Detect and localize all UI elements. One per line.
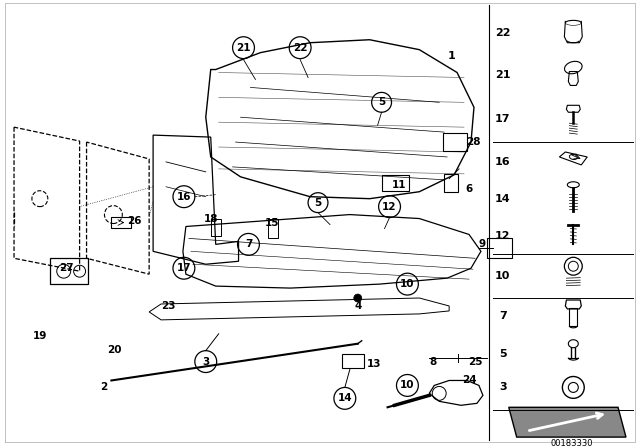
Text: 28: 28	[466, 137, 480, 147]
Text: 5: 5	[314, 198, 322, 208]
Text: 14: 14	[495, 194, 511, 204]
Text: 3: 3	[499, 383, 507, 392]
Text: 00183330: 00183330	[550, 439, 593, 448]
Polygon shape	[509, 407, 626, 437]
Text: 24: 24	[461, 375, 476, 385]
Text: 15: 15	[265, 218, 280, 228]
Text: 13: 13	[366, 358, 381, 369]
Text: 21: 21	[495, 70, 511, 81]
Text: 4: 4	[354, 301, 362, 311]
Text: 5: 5	[378, 97, 385, 108]
Text: 22: 22	[293, 43, 307, 53]
Text: 9: 9	[478, 239, 486, 250]
Text: 23: 23	[161, 301, 175, 311]
Bar	[50, 258, 88, 284]
Text: 7: 7	[244, 239, 252, 250]
Text: 6: 6	[465, 184, 472, 194]
Text: 12: 12	[495, 232, 511, 241]
Text: 3: 3	[202, 357, 209, 366]
Text: 16: 16	[177, 192, 191, 202]
Text: 20: 20	[107, 345, 122, 355]
Text: 21: 21	[236, 43, 251, 53]
Text: 25: 25	[468, 357, 482, 366]
Bar	[342, 353, 364, 367]
Text: 5: 5	[499, 349, 507, 359]
Circle shape	[354, 294, 362, 302]
Text: 10: 10	[400, 279, 415, 289]
Text: 8: 8	[429, 357, 437, 366]
Text: 14: 14	[337, 393, 352, 403]
Text: 17: 17	[495, 114, 511, 124]
Text: 7: 7	[499, 311, 507, 321]
Text: 1: 1	[447, 51, 455, 60]
Text: 12: 12	[382, 202, 397, 211]
Text: 26: 26	[127, 215, 141, 225]
Text: 19: 19	[33, 331, 47, 341]
Text: 11: 11	[392, 180, 407, 190]
Bar	[381, 175, 410, 191]
Bar	[444, 174, 458, 192]
Bar	[570, 308, 577, 326]
Text: 2: 2	[100, 383, 107, 392]
Bar	[268, 219, 278, 238]
Text: 18: 18	[204, 214, 218, 224]
Text: 16: 16	[495, 157, 511, 167]
Bar	[111, 216, 131, 228]
Text: 22: 22	[495, 28, 511, 38]
Text: 10: 10	[400, 380, 415, 391]
Text: 27: 27	[60, 263, 74, 273]
Bar	[487, 238, 512, 258]
Text: 10: 10	[495, 271, 511, 281]
Bar	[211, 219, 221, 237]
Text: 17: 17	[177, 263, 191, 273]
